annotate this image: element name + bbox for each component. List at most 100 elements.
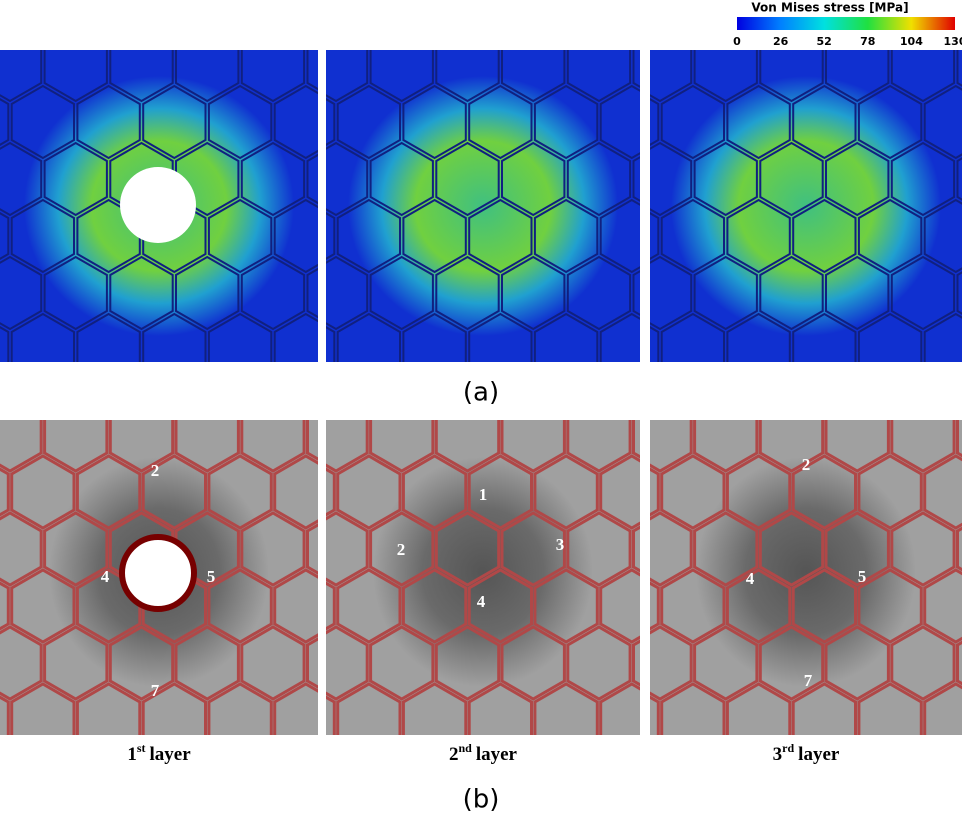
cell [0, 212, 10, 260]
cell [632, 639, 640, 687]
cell [43, 141, 108, 217]
cell [650, 695, 660, 735]
cell [0, 50, 43, 103]
damage-panel: 2 4 5 7 [629, 420, 962, 813]
cell [109, 50, 174, 103]
layer-suffix: nd [458, 741, 472, 755]
cell [434, 511, 501, 587]
cell [242, 741, 304, 813]
cell-label: 5 [858, 567, 867, 586]
cell [501, 141, 566, 217]
cell [792, 84, 857, 160]
cell [890, 255, 956, 331]
cell [10, 568, 76, 644]
cell [336, 454, 402, 530]
cell [240, 625, 306, 701]
cell [467, 454, 533, 530]
cell [890, 511, 956, 587]
cell [923, 568, 962, 644]
cell [207, 454, 273, 530]
cell [693, 255, 758, 331]
cell [402, 84, 467, 160]
cell [825, 50, 890, 103]
cell [10, 682, 76, 735]
cell [336, 682, 402, 735]
cell [634, 741, 696, 813]
cell [306, 523, 318, 575]
cell [434, 420, 501, 473]
cell [305, 741, 367, 813]
cell [207, 84, 273, 160]
cell [10, 454, 76, 530]
cell [923, 312, 962, 362]
cell [792, 312, 857, 362]
cell [726, 84, 791, 160]
cell [533, 84, 599, 160]
cell [326, 625, 369, 701]
cell [174, 420, 240, 473]
cell [857, 84, 923, 160]
cell [890, 50, 956, 103]
cell [142, 312, 207, 362]
cell [825, 141, 890, 217]
cell [326, 98, 336, 146]
cell [650, 581, 660, 631]
cell [12, 0, 74, 44]
cell [599, 454, 640, 530]
cell [273, 312, 318, 362]
cell [825, 255, 890, 331]
cell [175, 141, 240, 217]
cell [0, 255, 43, 331]
cell [958, 741, 962, 813]
cell [500, 420, 566, 473]
cell [956, 640, 962, 686]
cell [923, 454, 962, 530]
cell [108, 420, 175, 473]
cell [141, 454, 207, 530]
cell [568, 741, 630, 813]
cell [275, 0, 337, 44]
cell [660, 568, 726, 644]
cell [174, 511, 240, 587]
cell [0, 581, 10, 631]
cell [326, 695, 336, 735]
cell [890, 625, 956, 701]
cell [632, 156, 640, 202]
cell-label: 4 [101, 567, 110, 586]
cell [369, 420, 435, 473]
cell [77, 0, 139, 44]
cell [0, 511, 43, 587]
cell [759, 50, 824, 103]
cell [650, 212, 660, 260]
cell [468, 312, 533, 362]
cell [629, 741, 691, 813]
cell-label: 2 [802, 455, 811, 474]
cell [660, 84, 725, 160]
cell [326, 212, 336, 260]
cell [824, 511, 890, 587]
cell [306, 637, 318, 689]
cell [890, 141, 956, 217]
cell [75, 454, 142, 530]
cell [650, 420, 693, 473]
caption: (b) [463, 785, 500, 815]
cell [693, 141, 758, 217]
cell [76, 312, 141, 362]
cell [650, 625, 693, 701]
cell [535, 0, 597, 44]
cell [326, 50, 369, 103]
cell [650, 326, 660, 362]
cell [857, 312, 923, 362]
cell [467, 682, 533, 735]
layer-text: layer [150, 744, 192, 765]
cell [650, 50, 693, 103]
cell [336, 312, 401, 362]
cell [758, 511, 825, 587]
cell [725, 682, 792, 735]
cell [369, 50, 434, 103]
cell [340, 0, 402, 44]
cell [207, 568, 273, 644]
cell [533, 682, 599, 735]
cell [759, 255, 824, 331]
